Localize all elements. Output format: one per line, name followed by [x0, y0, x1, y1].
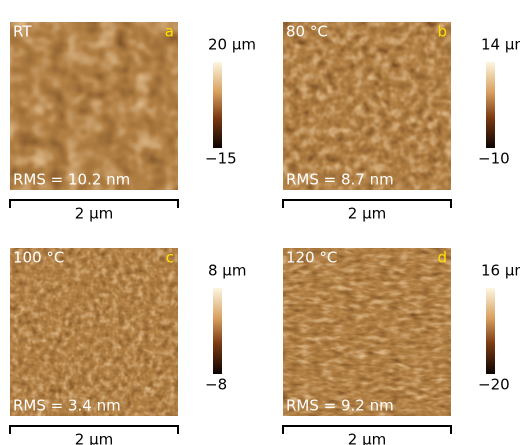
colorbar-min: −8 [205, 376, 227, 394]
scale-bar-label: 2 µm [75, 431, 113, 445]
condition-label: 120 °C [286, 249, 337, 267]
colorbar-max: 16 µm [481, 262, 520, 280]
scale-bar [282, 199, 452, 208]
panel-letter: c [166, 249, 174, 267]
colorbar [213, 288, 222, 374]
panel-letter: d [437, 249, 447, 267]
colorbar-min: −10 [478, 150, 510, 168]
colorbar-min: −15 [205, 150, 237, 168]
panel-letter: b [437, 23, 447, 41]
colorbar-max: 8 µm [208, 262, 246, 280]
colorbar-min: −20 [478, 376, 510, 394]
condition-label: 100 °C [13, 249, 64, 267]
colorbar [486, 288, 495, 374]
rms-label: RMS = 8.7 nm [286, 171, 394, 189]
colorbar-max: 20 µm [208, 36, 256, 54]
afm-image [283, 22, 451, 190]
panel: 80 °C b RMS = 8.7 nm 14 µm −10 2 µm [282, 22, 520, 223]
scale-bar-label: 2 µm [348, 205, 386, 223]
colorbar [486, 62, 495, 148]
colorbar [213, 62, 222, 148]
condition-label: RT [13, 23, 32, 41]
rms-label: RMS = 10.2 nm [13, 171, 130, 189]
panel: RT a RMS = 10.2 nm 20 µm −15 2 µm [9, 22, 256, 223]
scale-bar-label: 2 µm [75, 205, 113, 223]
rms-label: RMS = 3.4 nm [13, 397, 121, 415]
panel: 100 °C c RMS = 3.4 nm 8 µm −8 2 µm [9, 248, 246, 445]
scale-bar [9, 425, 179, 434]
afm-image [10, 22, 178, 190]
scale-bar-label: 2 µm [348, 431, 386, 445]
panel: 120 °C d RMS = 9.2 nm 16 µm −20 2 µm [282, 248, 520, 445]
scale-bar [9, 199, 179, 208]
rms-label: RMS = 9.2 nm [286, 397, 394, 415]
scale-bar [282, 425, 452, 434]
panel-letter: a [165, 23, 174, 41]
colorbar-max: 14 µm [481, 36, 520, 54]
condition-label: 80 °C [286, 23, 328, 41]
afm-image [10, 248, 178, 416]
afm-image [283, 248, 451, 416]
